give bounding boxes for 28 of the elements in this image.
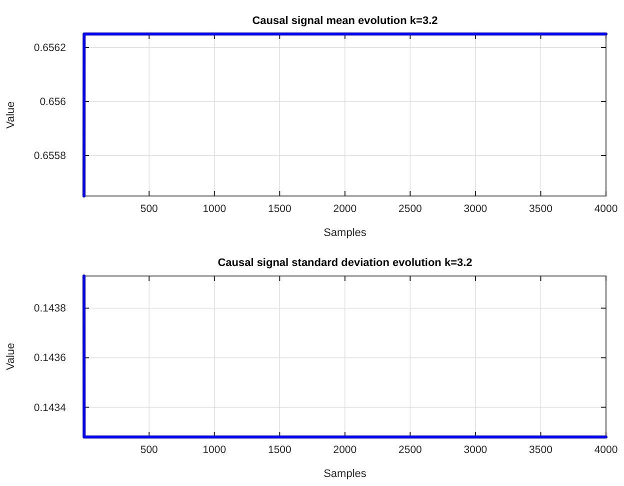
x-tick-label: 2000 xyxy=(333,203,357,215)
y-tick-label: 0.1438 xyxy=(34,302,66,315)
x-tick-label: 1000 xyxy=(202,203,226,215)
x-tick-label: 500 xyxy=(140,444,158,456)
x-tick-label: 1000 xyxy=(202,444,226,456)
x-axis-title: Samples xyxy=(324,468,367,480)
y-tick-label: 0.656 xyxy=(40,96,66,108)
x-tick-label: 3000 xyxy=(464,203,488,215)
x-tick-label: 3500 xyxy=(529,203,553,215)
x-tick-label: 2500 xyxy=(398,444,422,456)
x-tick-label: 4000 xyxy=(594,444,618,456)
x-tick-label: 2500 xyxy=(398,203,422,215)
chart-title: Causal signal mean evolution k=3.2 xyxy=(252,15,438,27)
x-tick-label: 1500 xyxy=(268,444,292,456)
y-tick-label: 0.6562 xyxy=(34,42,66,54)
y-axis-title: Value xyxy=(5,101,17,129)
x-axis-title: Samples xyxy=(324,227,367,239)
x-tick-label: 3000 xyxy=(464,444,488,456)
chart-title: Causal signal standard deviation evolution k=3.2 xyxy=(218,257,472,269)
y-tick-label: 0.1434 xyxy=(34,402,66,414)
x-tick-label: 500 xyxy=(140,203,158,215)
x-tick-label: 4000 xyxy=(594,203,618,215)
y-tick-label: 0.1436 xyxy=(34,352,66,364)
y-tick-label: 0.6558 xyxy=(34,150,66,162)
x-tick-label: 1500 xyxy=(268,203,292,215)
x-tick-label: 3500 xyxy=(529,444,553,456)
x-tick-label: 2000 xyxy=(333,444,357,456)
y-axis-title: Value xyxy=(5,342,17,370)
